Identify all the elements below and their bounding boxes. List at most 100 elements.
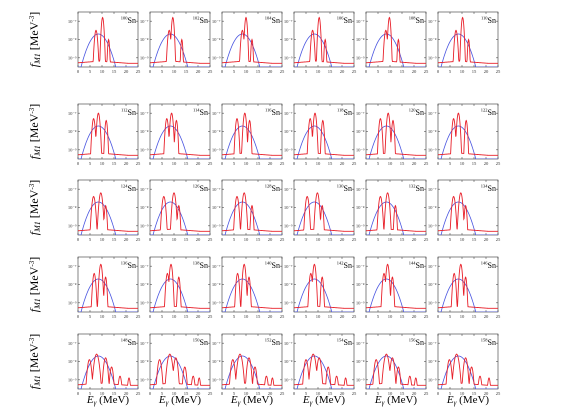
y-tick-label: 10⁻⁹ bbox=[284, 55, 293, 60]
y-tick-label: 10⁻⁹ bbox=[140, 147, 149, 152]
y-tick-label: 10⁻⁷ bbox=[284, 111, 293, 116]
y-tick-label: 10⁻⁷ bbox=[68, 187, 77, 192]
series-blue-line bbox=[222, 355, 282, 389]
x-tick-label: 25 bbox=[496, 391, 501, 396]
series-blue-line bbox=[438, 355, 498, 389]
isotope-element: Sn bbox=[344, 338, 352, 347]
x-tick-label: 5 bbox=[161, 391, 164, 396]
panel-sn-136: 0 5 10 15 20 25 10⁻⁹ 10⁻⁸ 10⁻⁷ 136Sn bbox=[68, 256, 141, 319]
col-x-axis-label: Eγ (MeV) bbox=[158, 394, 202, 407]
y-tick-label: 10⁻⁷ bbox=[356, 341, 365, 346]
isotope-mass: 136 bbox=[121, 261, 129, 266]
isotope-mass: 108 bbox=[409, 16, 417, 21]
series-blue-line bbox=[366, 125, 426, 159]
y-tick-label: 10⁻⁷ bbox=[212, 341, 221, 346]
x-tick-label: 10 bbox=[100, 391, 105, 396]
y-tick-label: 10⁻⁸ bbox=[212, 129, 221, 134]
y-tick-label: 10⁻⁹ bbox=[68, 55, 77, 60]
isotope-element: Sn bbox=[272, 338, 280, 347]
y-tick-label: 10⁻⁸ bbox=[284, 37, 293, 42]
x-tick-label: 25 bbox=[208, 314, 213, 319]
x-tick-label: 5 bbox=[305, 161, 308, 166]
panel-sn-148: 0 5 10 15 20 25 10⁻⁹ 10⁻⁸ 10⁻⁷ 148Sn bbox=[68, 333, 141, 396]
x-tick-label: 20 bbox=[268, 69, 273, 74]
x-tick-label: 5 bbox=[89, 161, 92, 166]
x-tick-label: 20 bbox=[196, 69, 201, 74]
isotope-element: Sn bbox=[128, 261, 136, 270]
y-tick-label: 10⁻⁸ bbox=[356, 129, 365, 134]
col-x-axis-label: Eγ (MeV) bbox=[86, 394, 130, 407]
x-tick-label: 5 bbox=[449, 314, 452, 319]
x-tick-label: 25 bbox=[496, 314, 501, 319]
series-red-line bbox=[222, 112, 282, 156]
y-tick-label: 10⁻⁹ bbox=[356, 55, 365, 60]
x-tick-label: 25 bbox=[280, 237, 285, 242]
y-tick-label: 10⁻⁹ bbox=[68, 377, 77, 382]
isotope-label: 126Sn bbox=[193, 184, 208, 194]
x-tick-label: 0 bbox=[293, 69, 296, 74]
series-blue-line bbox=[366, 33, 426, 67]
x-tick-label: 5 bbox=[161, 237, 164, 242]
y-tick-label: 10⁻⁹ bbox=[140, 223, 149, 228]
x-tick-label: 25 bbox=[208, 237, 213, 242]
y-tick-label: 10⁻⁷ bbox=[140, 111, 149, 116]
x-tick-label: 10 bbox=[388, 237, 393, 242]
x-tick-label: 5 bbox=[161, 314, 164, 319]
panel-sn-126: 0 5 10 15 20 25 10⁻⁹ 10⁻⁸ 10⁻⁷ 126Sn bbox=[140, 179, 213, 242]
x-tick-label: 20 bbox=[412, 69, 417, 74]
x-tick-label: 5 bbox=[377, 237, 380, 242]
x-tick-label: 15 bbox=[472, 237, 477, 242]
x-tick-label: 25 bbox=[208, 69, 213, 74]
isotope-label: 106Sn bbox=[337, 16, 352, 26]
y-tick-label: 10⁻⁸ bbox=[428, 282, 437, 287]
isotope-mass: 130 bbox=[337, 184, 345, 189]
isotope-label: 130Sn bbox=[337, 184, 352, 194]
panel-sn-140: 0 5 10 15 20 25 10⁻⁹ 10⁻⁸ 10⁻⁷ 140Sn bbox=[212, 256, 285, 319]
y-tick-label: 10⁻⁹ bbox=[68, 300, 77, 305]
isotope-element: Sn bbox=[200, 261, 208, 270]
panel-curves bbox=[78, 112, 138, 159]
y-tick-label: 10⁻⁷ bbox=[428, 187, 437, 192]
x-tick-label: 20 bbox=[412, 237, 417, 242]
x-tick-label: 5 bbox=[449, 69, 452, 74]
isotope-label: 134Sn bbox=[481, 184, 496, 194]
isotope-element: Sn bbox=[488, 338, 496, 347]
isotope-label: 136Sn bbox=[121, 261, 136, 271]
x-tick-label: 5 bbox=[377, 69, 380, 74]
x-tick-label: 25 bbox=[280, 161, 285, 166]
x-tick-label: 15 bbox=[472, 314, 477, 319]
x-tick-label: 15 bbox=[112, 391, 117, 396]
x-tick-label: 20 bbox=[484, 69, 489, 74]
y-tick-label: 10⁻⁹ bbox=[68, 147, 77, 152]
isotope-label: 114Sn bbox=[193, 108, 208, 118]
series-red-line bbox=[294, 112, 354, 156]
x-tick-label: 0 bbox=[437, 391, 440, 396]
x-tick-label: 25 bbox=[280, 69, 285, 74]
x-tick-label: 5 bbox=[161, 69, 164, 74]
x-tick-label: 10 bbox=[316, 237, 321, 242]
isotope-element: Sn bbox=[416, 184, 424, 193]
panel-curves bbox=[222, 263, 282, 312]
x-tick-label: 25 bbox=[424, 314, 429, 319]
isotope-mass: 150 bbox=[193, 338, 201, 343]
isotope-element: Sn bbox=[272, 108, 280, 117]
isotope-element: Sn bbox=[272, 16, 280, 25]
y-tick-label: 10⁻⁷ bbox=[284, 264, 293, 269]
x-tick-label: 0 bbox=[365, 237, 368, 242]
x-tick-label: 15 bbox=[184, 391, 189, 396]
panel-curves bbox=[438, 263, 498, 312]
x-tick-label: 5 bbox=[377, 161, 380, 166]
y-tick-label: 10⁻⁹ bbox=[428, 55, 437, 60]
isotope-label: 132Sn bbox=[409, 184, 424, 194]
x-tick-label: 20 bbox=[484, 237, 489, 242]
isotope-mass: 144 bbox=[409, 261, 417, 266]
x-tick-label: 10 bbox=[460, 69, 465, 74]
isotope-label: 138Sn bbox=[193, 261, 208, 271]
series-red-line bbox=[366, 192, 426, 232]
col-x-axis-label: Eγ (MeV) bbox=[374, 394, 418, 407]
isotope-element: Sn bbox=[488, 108, 496, 117]
panel-curves bbox=[78, 192, 138, 235]
x-tick-label: 25 bbox=[136, 391, 141, 396]
isotope-label: 120Sn bbox=[409, 108, 424, 118]
x-tick-label: 20 bbox=[124, 69, 129, 74]
